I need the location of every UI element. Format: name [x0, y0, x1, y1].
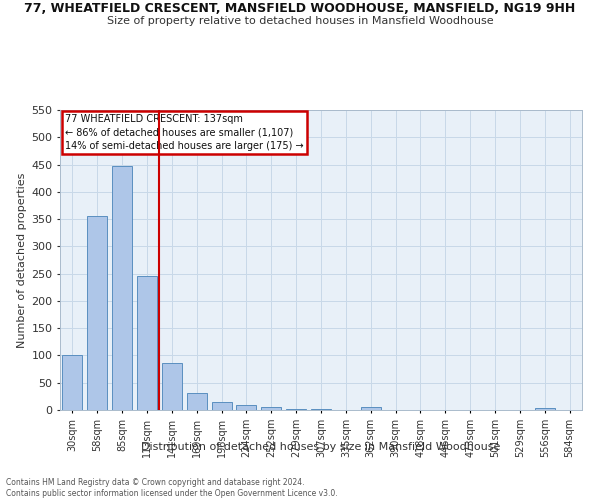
- Bar: [88, 216, 107, 410]
- Bar: [212, 402, 232, 410]
- Bar: [236, 405, 256, 410]
- Text: 77 WHEATFIELD CRESCENT: 137sqm
← 86% of detached houses are smaller (1,107)
14% : 77 WHEATFIELD CRESCENT: 137sqm ← 86% of …: [65, 114, 304, 151]
- Bar: [262, 408, 281, 410]
- Bar: [535, 408, 554, 410]
- Text: Contains HM Land Registry data © Crown copyright and database right 2024.
Contai: Contains HM Land Registry data © Crown c…: [6, 478, 338, 498]
- Text: Distribution of detached houses by size in Mansfield Woodhouse: Distribution of detached houses by size …: [142, 442, 500, 452]
- Bar: [62, 356, 82, 410]
- Text: 77, WHEATFIELD CRESCENT, MANSFIELD WOODHOUSE, MANSFIELD, NG19 9HH: 77, WHEATFIELD CRESCENT, MANSFIELD WOODH…: [25, 2, 575, 16]
- Y-axis label: Number of detached properties: Number of detached properties: [17, 172, 27, 348]
- Bar: [112, 166, 132, 410]
- Text: Size of property relative to detached houses in Mansfield Woodhouse: Size of property relative to detached ho…: [107, 16, 493, 26]
- Bar: [187, 393, 206, 410]
- Bar: [361, 408, 380, 410]
- Bar: [286, 409, 306, 410]
- Bar: [137, 276, 157, 410]
- Bar: [162, 362, 182, 410]
